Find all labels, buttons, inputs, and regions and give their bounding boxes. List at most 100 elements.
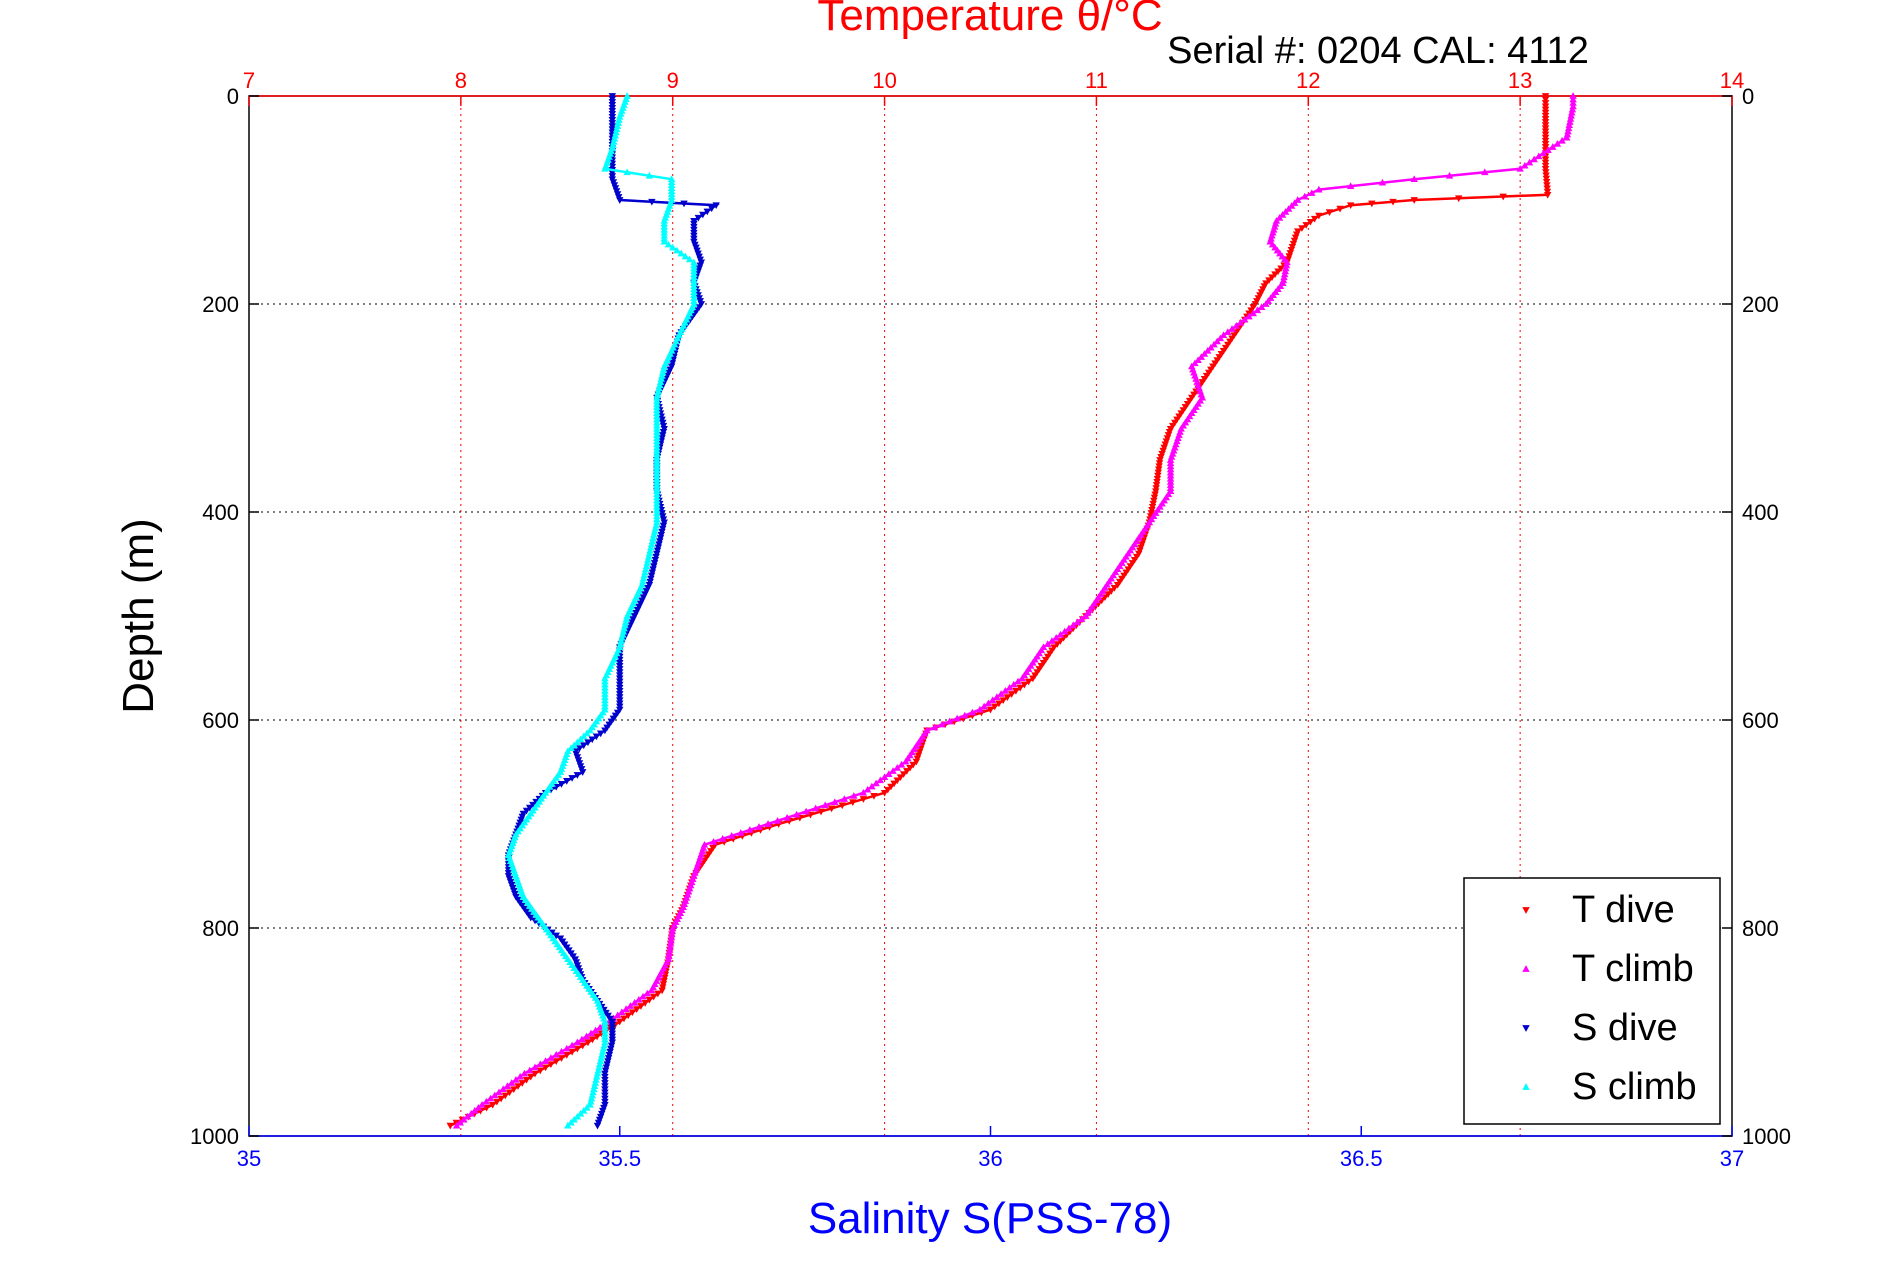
data-point (547, 1061, 555, 1069)
salinity-tick-label: 35 (237, 1146, 261, 1171)
data-point (1542, 178, 1551, 186)
data-point (1544, 146, 1552, 153)
data-point (1541, 100, 1550, 107)
data-point (1541, 93, 1550, 100)
data-point (488, 1101, 497, 1109)
data-point (1262, 300, 1270, 307)
data-point (1368, 200, 1376, 208)
legend-label-s-climb: S climb (1572, 1066, 1697, 1108)
data-point (685, 255, 694, 263)
temperature-tick-label: 11 (1085, 68, 1108, 93)
data-point (792, 810, 801, 818)
depth-tick-label-left: 600 (202, 708, 239, 733)
data-point (486, 1094, 495, 1102)
data-point (520, 1069, 529, 1077)
data-point (984, 699, 993, 707)
data-point (1005, 683, 1014, 691)
data-point (1241, 315, 1249, 323)
data-point (622, 1005, 630, 1012)
data-point (635, 995, 643, 1003)
data-point (938, 720, 946, 728)
data-point (499, 1085, 507, 1093)
data-point (626, 1002, 635, 1009)
data-point (1275, 214, 1284, 221)
data-point (512, 1076, 520, 1083)
temperature-tick-label: 9 (667, 68, 679, 93)
data-point (968, 708, 977, 716)
data-point (993, 693, 1001, 700)
data-point (849, 799, 857, 806)
data-point (541, 1064, 550, 1072)
data-point (1535, 152, 1543, 160)
grid-lines (249, 96, 1732, 1136)
data-point (557, 1047, 566, 1055)
data-point (613, 1011, 622, 1019)
data-point (1194, 356, 1202, 364)
data-point (648, 198, 656, 206)
data-point (582, 1032, 591, 1040)
data-point (1197, 353, 1206, 360)
data-point (1543, 188, 1552, 196)
data-point (1521, 161, 1529, 169)
series-s-climb (504, 92, 698, 1129)
data-point (897, 760, 906, 768)
data-point (1232, 322, 1240, 329)
data-point (1516, 164, 1524, 172)
data-point (567, 1118, 575, 1126)
data-point (680, 200, 688, 208)
data-point (988, 696, 997, 704)
data-point (1549, 143, 1557, 150)
data-point (902, 757, 910, 765)
data-point (1563, 133, 1571, 141)
data-point (880, 789, 889, 797)
legend-entry-s-dive: S dive (1522, 1007, 1678, 1049)
data-point (584, 1039, 592, 1047)
data-point (718, 835, 727, 842)
salinity-tick-label: 36 (978, 1146, 1002, 1171)
data-point (1069, 621, 1077, 629)
data-point (945, 717, 954, 725)
temperature-tick-label: 7 (243, 68, 255, 93)
data-point (563, 1044, 571, 1052)
data-point (1543, 182, 1551, 189)
data-point (831, 798, 839, 806)
data-point (1073, 618, 1082, 626)
data-point (456, 1118, 464, 1126)
data-point (1301, 192, 1309, 200)
data-point (802, 807, 810, 815)
data-point (478, 1100, 486, 1108)
data-point (1284, 205, 1293, 212)
data-point (859, 788, 868, 796)
data-point (482, 1097, 490, 1105)
data-point (876, 776, 885, 784)
data-point (863, 785, 872, 793)
data-point (586, 726, 594, 734)
data-point (868, 782, 876, 790)
legend-marker-s-dive (1522, 1025, 1530, 1032)
data-point (746, 826, 754, 833)
data-point (1207, 343, 1215, 351)
data-point (1210, 340, 1218, 348)
depth-tick-label-right: 0 (1742, 84, 1754, 109)
data-point (463, 1112, 472, 1120)
legend-entry-s-climb: S climb (1522, 1066, 1697, 1108)
data-point (1249, 309, 1257, 317)
data-point (664, 240, 673, 248)
data-point (618, 1008, 626, 1016)
data-point (1410, 175, 1418, 183)
data-point (1216, 334, 1225, 342)
data-point (541, 1057, 550, 1064)
data-point (1245, 312, 1253, 320)
data-point (1454, 195, 1463, 203)
data-point (564, 1121, 572, 1129)
data-point (1530, 155, 1538, 163)
depth-tick-label-left: 1000 (190, 1124, 239, 1149)
data-point (893, 764, 901, 771)
data-point (576, 735, 585, 743)
data-point (471, 1106, 479, 1114)
data-point (1224, 328, 1232, 335)
data-point (1542, 172, 1550, 180)
data-point (578, 769, 587, 776)
data-point (1203, 346, 1212, 354)
legend-marker-s-climb (1522, 1083, 1530, 1090)
